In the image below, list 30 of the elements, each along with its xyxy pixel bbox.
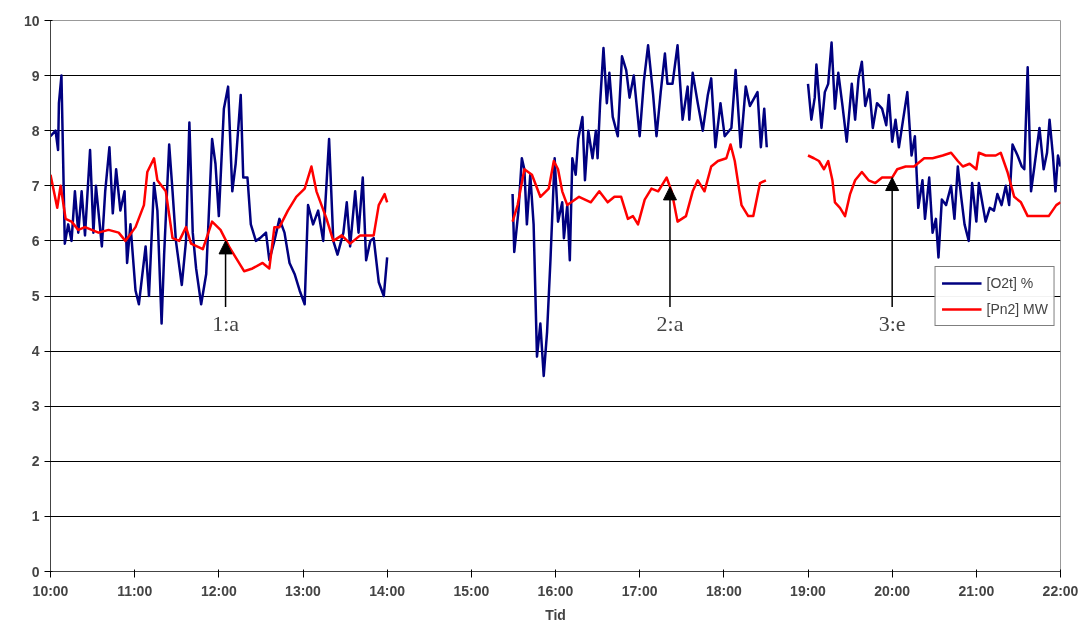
x-tick-label: 11:00 <box>117 582 153 599</box>
y-tick-label: 1 <box>31 508 40 525</box>
x-tick-label: 12:00 <box>200 582 237 599</box>
y-tick-label: 10 <box>23 12 40 29</box>
x-tick-label: 19:00 <box>790 582 827 599</box>
x-tick-label: 17:00 <box>621 582 658 599</box>
annotation: 1:a <box>212 311 240 337</box>
x-tick-label: 15:00 <box>453 582 490 599</box>
legend-label: [O2t] % <box>986 274 1034 291</box>
x-tick-label: 21:00 <box>958 582 995 599</box>
annotation: 3:e <box>878 311 906 337</box>
x-tick-label: 22:00 <box>1042 582 1079 599</box>
x-tick-label: 18:00 <box>705 582 742 599</box>
y-tick-label: 2 <box>31 453 40 470</box>
y-tick-label: 0 <box>31 563 40 580</box>
x-tick-label: 13:00 <box>285 582 322 599</box>
y-tick-label: 3 <box>31 398 40 415</box>
y-tick-label: 4 <box>31 343 40 360</box>
y-tick-label: 8 <box>31 122 40 139</box>
y-tick-label: 9 <box>31 67 40 84</box>
x-tick-label: 20:00 <box>874 582 911 599</box>
x-tick-label: 16:00 <box>537 582 574 599</box>
legend-label: [Pn2] MW <box>986 300 1048 317</box>
y-tick-label: 6 <box>31 232 40 249</box>
y-tick-label: 5 <box>31 288 40 304</box>
x-tick-label: 10:00 <box>32 582 69 599</box>
annotation: 2:a <box>656 311 684 337</box>
x-axis-title: Tid <box>545 606 566 623</box>
x-tick-label: 14:00 <box>369 582 406 599</box>
y-tick-label: 7 <box>31 177 40 194</box>
